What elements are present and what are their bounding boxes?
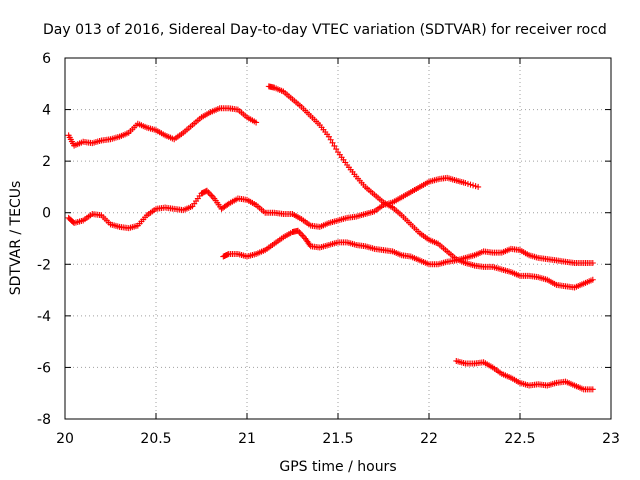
data-point — [333, 146, 340, 153]
x-tick-label: 20.5 — [140, 431, 171, 447]
data-point — [253, 119, 260, 126]
data-point — [325, 133, 332, 140]
chart-title: Day 013 of 2016, Sidereal Day-to-day VTE… — [43, 22, 607, 38]
series-track-5 — [453, 357, 596, 393]
data-point — [329, 139, 336, 146]
data-point — [299, 232, 306, 239]
data-point — [208, 192, 215, 199]
x-tick-label: 21.5 — [322, 431, 353, 447]
y-tick-label: -4 — [37, 309, 51, 325]
y-tick-label: 0 — [42, 206, 51, 222]
data-point — [589, 386, 596, 393]
y-tick-label: -2 — [37, 257, 51, 273]
x-tick-label: 23 — [602, 431, 620, 447]
data-point — [589, 276, 596, 283]
y-tick-label: 4 — [42, 103, 51, 119]
data-point — [331, 142, 338, 149]
y-tick-label: 2 — [42, 154, 51, 170]
y-tick-label: 6 — [42, 51, 51, 67]
data-point — [589, 259, 596, 266]
x-tick-label: 22.5 — [504, 431, 535, 447]
data-point — [475, 183, 482, 190]
series-track-4 — [265, 83, 596, 291]
x-tick-label: 22 — [420, 431, 438, 447]
y-tick-label: -6 — [37, 360, 51, 376]
series-track-2 — [65, 174, 482, 232]
series-track-1 — [65, 105, 260, 149]
data-point — [209, 193, 216, 200]
y-tick-label: -8 — [37, 412, 51, 428]
x-tick-label: 21 — [238, 431, 256, 447]
y-axis: -8 -6 -4 -2 0 2 4 6 — [37, 51, 611, 428]
x-axis: 20 20.5 21 21.5 22 22.5 23 — [56, 58, 620, 447]
grid — [65, 58, 611, 419]
data-marks — [65, 83, 596, 393]
y-axis-label: SDTVAR / TECUs — [8, 181, 24, 296]
x-tick-label: 20 — [56, 431, 74, 447]
data-point — [327, 136, 334, 143]
x-axis-label: GPS time / hours — [279, 459, 396, 475]
series-track-3 — [220, 227, 596, 268]
